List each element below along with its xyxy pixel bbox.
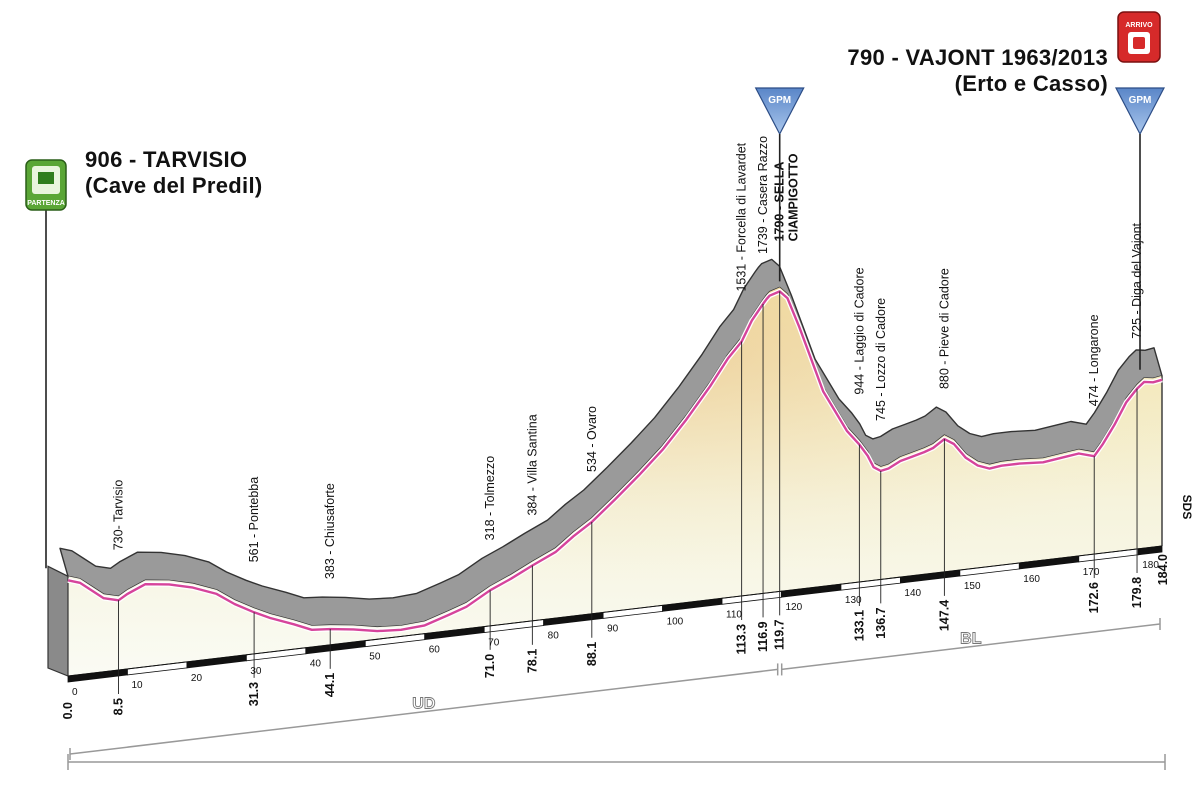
finish-subtitle: (Erto e Casso) [955, 71, 1108, 96]
gpm-triangle [1115, 87, 1165, 136]
finish-title: 790 - VAJONT 1963/2013 [847, 45, 1108, 70]
start-km-label: 0.0 [61, 702, 75, 719]
km-tick-labels: 0 10 20 30 40 50 60 70 80 90 100 110 120 130 140 150 160… [72, 560, 1159, 698]
km-tick-label: 170 [1083, 567, 1100, 578]
start-badge: PARTENZA [25, 159, 67, 211]
waypoint-name-label-2: CIAMPIGOTTO [787, 153, 801, 241]
waypoint-km-label: 44.1 [323, 673, 337, 697]
profile-start-wall [47, 565, 69, 677]
province-range-line [69, 668, 778, 755]
province-label: BL [960, 631, 982, 648]
waypoint-km-label: 113.3 [735, 624, 749, 655]
waypoint-name-label: 880 - Pieve di Cadore [937, 268, 951, 389]
waypoint-name-label: 730- Tarvisio [112, 480, 126, 551]
km-tick-label: 140 [904, 588, 921, 599]
km-tick-label: 120 [785, 602, 802, 613]
waypoint-name-label: 725 - Diga del Vajont [1130, 222, 1144, 338]
start-header: 906 - TARVISIO (Cave del Predil) [85, 147, 263, 198]
gpm-label: GPM [1129, 95, 1152, 106]
province-label: UD [412, 696, 435, 713]
waypoint-name-label: 474 - Longarone [1087, 314, 1101, 406]
km-tick-label: 60 [429, 645, 441, 656]
km-tick-label: 50 [369, 652, 381, 663]
km-tick-label: 110 [726, 609, 742, 620]
km-tick-label: 130 [845, 595, 862, 606]
km-tick-label: 80 [548, 630, 560, 641]
km-tick-label: 100 [667, 616, 684, 627]
finish-badge: ARRIVO [1117, 11, 1161, 63]
gpm-marker: GPM [1115, 87, 1165, 136]
finish-icon-inner [1133, 37, 1145, 49]
km-tick-label: 30 [250, 666, 262, 677]
waypoint-name-label: 561 - Pontebba [247, 477, 261, 563]
profile-peak-glow [68, 287, 1162, 676]
km-axis-line [67, 545, 1163, 677]
waypoint-km-label: 78.1 [525, 649, 539, 673]
terrain-layer [47, 258, 1163, 677]
route-line [67, 290, 1163, 633]
waypoint-name-label: 318 - Tolmezzo [483, 456, 497, 541]
waypoint-name-label: 745 - Lozzo di Cadore [874, 298, 888, 421]
km-tick-label: 20 [191, 673, 203, 684]
km-tick-label: 160 [1023, 574, 1040, 585]
km-tick-label: 10 [131, 680, 143, 691]
start-flag-mark [38, 172, 54, 184]
km-axis [67, 545, 1163, 683]
waypoint-km-label: 116.9 [756, 621, 770, 652]
finish-header: 790 - VAJONT 1963/2013 (Erto e Casso) [847, 45, 1108, 96]
waypoint-km-label: 136.7 [874, 607, 888, 638]
waypoint-km-label: 147.4 [937, 600, 951, 631]
finish-km-label: 184.0 [1156, 554, 1170, 585]
km-tick-label: 150 [964, 581, 981, 592]
start-subtitle: (Cave del Predil) [85, 173, 263, 198]
km-tick-label: 70 [488, 638, 500, 649]
waypoint-name-label: 384 - Villa Santina [525, 414, 539, 515]
waypoint-name-label: 1739 - Casera Razzo [756, 136, 770, 254]
km-tick-label: 40 [310, 659, 322, 670]
waypoint-name-label: 383 - Chiusaforte [323, 483, 337, 579]
province-layer: UD BL [69, 618, 1161, 760]
gpm-triangle [754, 87, 805, 136]
waypoint-km-label: 31.3 [247, 682, 261, 706]
start-badge-label: PARTENZA [27, 200, 65, 207]
waypoint-km-label: 119.7 [773, 619, 787, 650]
waypoint-km-label: 8.5 [112, 698, 126, 715]
waypoint-km-label: 172.6 [1087, 582, 1101, 613]
km-tick-label: 180 [1142, 560, 1159, 571]
waypoint-km-label: 133.1 [852, 610, 866, 641]
start-title: 906 - TARVISIO [85, 147, 247, 172]
sign-layer: PARTENZA ARRIVO GPM GPM [25, 11, 1165, 569]
waypoint-km-label: 71.0 [483, 654, 497, 678]
waypoint-name-label: 534 - Ovaro [585, 406, 599, 472]
gpm-marker: GPM [754, 87, 805, 136]
finish-badge-label: ARRIVO [1125, 22, 1153, 29]
km-tick-label: 0 [72, 687, 78, 698]
waypoint-km-label: 88.1 [585, 642, 599, 666]
waypoint-name-label: 1531 - Forcella di Lavardet [735, 142, 749, 291]
bottom-distance-line [67, 754, 1166, 770]
waypoint-km-label: 179.8 [1130, 577, 1144, 608]
gpm-label: GPM [768, 95, 791, 106]
km-tick-label: 90 [607, 623, 619, 634]
province-range-line [781, 623, 1161, 671]
sds-label: SDS [1180, 495, 1194, 520]
waypoint-name-label: 944 - Laggio di Cadore [852, 267, 866, 394]
